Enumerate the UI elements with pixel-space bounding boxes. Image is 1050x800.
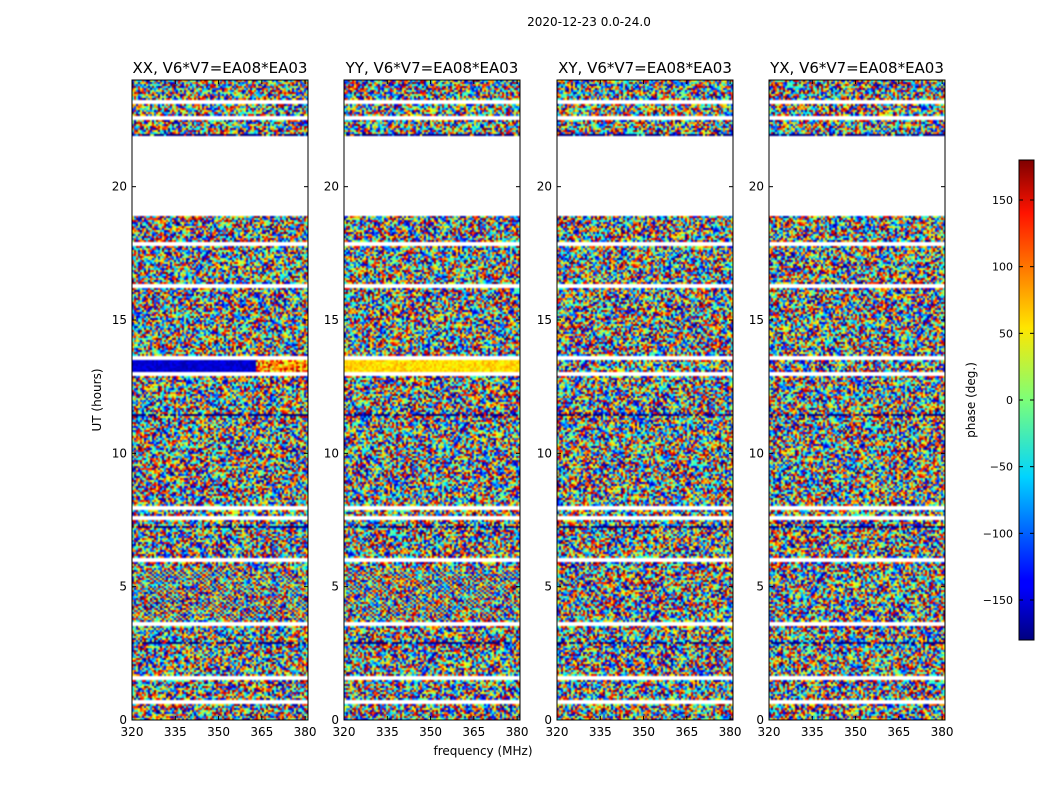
colorbar-tick-label: 100	[992, 261, 1013, 274]
suptitle: 2020-12-23 0.0-24.0	[527, 15, 651, 29]
x-tick-label: 320	[758, 725, 781, 739]
panel-yy: YY, V6*V7=EA08*EA03 320 335 350 365 380 0 5 10 15…	[324, 59, 529, 739]
colorbar-label: phase (deg.)	[964, 362, 978, 438]
x-tick-label: 335	[164, 725, 187, 739]
panel-title: XX, V6*V7=EA08*EA03	[133, 59, 308, 77]
x-tick-label: 320	[333, 725, 356, 739]
x-tick-label: 380	[506, 725, 529, 739]
y-tick-label: 10	[749, 446, 764, 460]
axes-frame	[556, 79, 734, 721]
x-tick-label: 380	[294, 725, 317, 739]
x-tick-label: 320	[121, 725, 144, 739]
y-tick-label: 5	[756, 580, 764, 594]
colorbar-tick-label: 50	[999, 327, 1013, 340]
y-tick-label: 20	[749, 180, 764, 194]
y-tick-label: 5	[331, 580, 339, 594]
phase-heatmap-xx	[132, 80, 308, 720]
x-tick-label: 380	[931, 725, 954, 739]
y-tick-label: 15	[112, 313, 127, 327]
y-axis-label: UT (hours)	[90, 368, 104, 431]
x-tick-label: 335	[589, 725, 612, 739]
y-tick-label: 10	[324, 446, 339, 460]
y-tick-label: 20	[537, 180, 552, 194]
y-tick-label: 0	[331, 713, 339, 727]
x-tick-label: 365	[675, 725, 698, 739]
x-tick-label: 350	[419, 725, 442, 739]
x-tick-label: 365	[250, 725, 273, 739]
y-tick-label: 10	[112, 446, 127, 460]
y-tick-label: 0	[544, 713, 552, 727]
axes-frame	[768, 79, 946, 721]
x-tick-label: 350	[207, 725, 230, 739]
x-tick-label: 350	[632, 725, 655, 739]
colorbar-tick-label: 0	[1006, 394, 1013, 407]
colorbar-tick-label: −150	[983, 594, 1013, 607]
y-tick-label: 5	[119, 580, 127, 594]
panel-xx: XX, V6*V7=EA08*EA03 320 335 350 365 380 0 5 10 15…	[112, 59, 317, 739]
x-tick-label: 335	[376, 725, 399, 739]
phase-heatmap-yx	[769, 80, 945, 720]
y-tick-label: 0	[756, 713, 764, 727]
panel-yx: YX, V6*V7=EA08*EA03 320 335 350 365 380 0 5 10 15…	[749, 59, 954, 739]
colorbar: 150 100 50 0 −50 −100 −150 phase (deg.)	[964, 159, 1035, 641]
y-tick-label: 5	[544, 580, 552, 594]
y-tick-label: 20	[112, 180, 127, 194]
y-tick-label: 20	[324, 180, 339, 194]
x-tick-label: 380	[719, 725, 742, 739]
colorbar-tick-label: −100	[983, 527, 1013, 540]
x-tick-label: 335	[801, 725, 824, 739]
axes-frame	[343, 79, 521, 721]
y-tick-label: 0	[119, 713, 127, 727]
y-tick-label: 10	[537, 446, 552, 460]
panel-title: XY, V6*V7=EA08*EA03	[558, 59, 732, 77]
y-tick-label: 15	[537, 313, 552, 327]
colorbar-tick-label: −50	[990, 461, 1013, 474]
axes-frame	[131, 79, 309, 721]
x-tick-label: 350	[844, 725, 867, 739]
y-tick-label: 15	[749, 313, 764, 327]
x-tick-label: 365	[887, 725, 910, 739]
y-tick-label: 15	[324, 313, 339, 327]
x-tick-label: 320	[546, 725, 569, 739]
panel-title: YY, V6*V7=EA08*EA03	[345, 59, 519, 77]
panel-xy: XY, V6*V7=EA08*EA03 320 335 350 365 380 0 5 10 15…	[537, 59, 742, 739]
panel-title: YX, V6*V7=EA08*EA03	[769, 59, 944, 77]
phase-heatmap-xy	[557, 80, 733, 720]
x-axis-label: frequency (MHz)	[433, 744, 532, 758]
colorbar-tick-label: 150	[992, 194, 1013, 207]
x-tick-label: 365	[462, 725, 485, 739]
phase-heatmap-yy	[344, 80, 520, 720]
